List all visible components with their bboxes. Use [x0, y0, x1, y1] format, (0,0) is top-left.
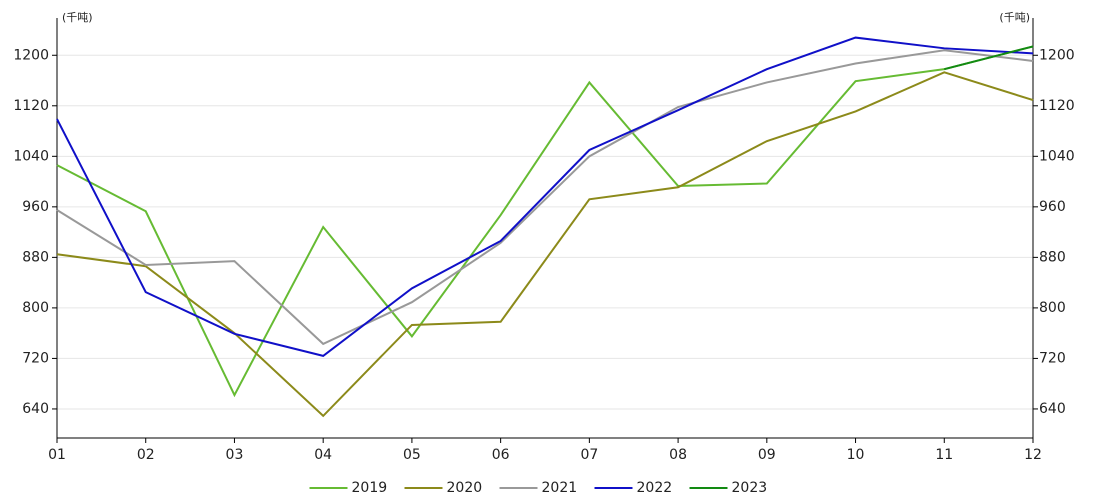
y-tick-label: 800: [22, 300, 49, 316]
y2-axis-unit: (千吨): [999, 11, 1030, 24]
y-tick-label: 1200: [13, 47, 49, 63]
y-tick-label: 1040: [13, 148, 49, 164]
legend-label: 2023: [732, 480, 768, 496]
legend-label: 2020: [447, 480, 483, 496]
x-tick-label: 12: [1024, 447, 1042, 463]
x-tick-label: 04: [314, 447, 332, 463]
x-tick-label: 11: [935, 447, 953, 463]
y2-tick-label: 1040: [1039, 148, 1075, 164]
legend-label: 2022: [637, 480, 673, 496]
y-tick-label: 720: [22, 350, 49, 366]
y2-tick-label: 640: [1039, 401, 1066, 417]
x-tick-label: 03: [226, 447, 244, 463]
x-tick-label: 05: [403, 447, 421, 463]
legend-label: 2019: [352, 480, 388, 496]
x-tick-label: 10: [847, 447, 865, 463]
y2-tick-label: 1120: [1039, 98, 1075, 114]
x-tick-label: 01: [48, 447, 66, 463]
y2-tick-label: 880: [1039, 249, 1066, 265]
y-tick-label: 640: [22, 401, 49, 417]
x-tick-label: 02: [137, 447, 155, 463]
series-line: [944, 45, 1034, 71]
series-line: [56, 36, 1034, 357]
series-line: [56, 49, 1034, 346]
y-tick-label: 1120: [13, 98, 49, 114]
y2-tick-label: 1200: [1039, 47, 1075, 63]
y2-tick-label: 720: [1039, 350, 1066, 366]
x-tick-label: 09: [758, 447, 776, 463]
legend-label: 2021: [542, 480, 578, 496]
series-line: [56, 71, 1034, 418]
y-axis-unit: (千吨): [62, 11, 93, 24]
y2-tick-label: 800: [1039, 300, 1066, 316]
y2-tick-label: 960: [1039, 199, 1066, 215]
series-line: [56, 45, 1034, 398]
y-tick-label: 960: [22, 199, 49, 215]
x-tick-label: 07: [580, 447, 598, 463]
x-tick-label: 06: [492, 447, 510, 463]
x-tick-label: 08: [669, 447, 687, 463]
y-tick-label: 880: [22, 249, 49, 265]
